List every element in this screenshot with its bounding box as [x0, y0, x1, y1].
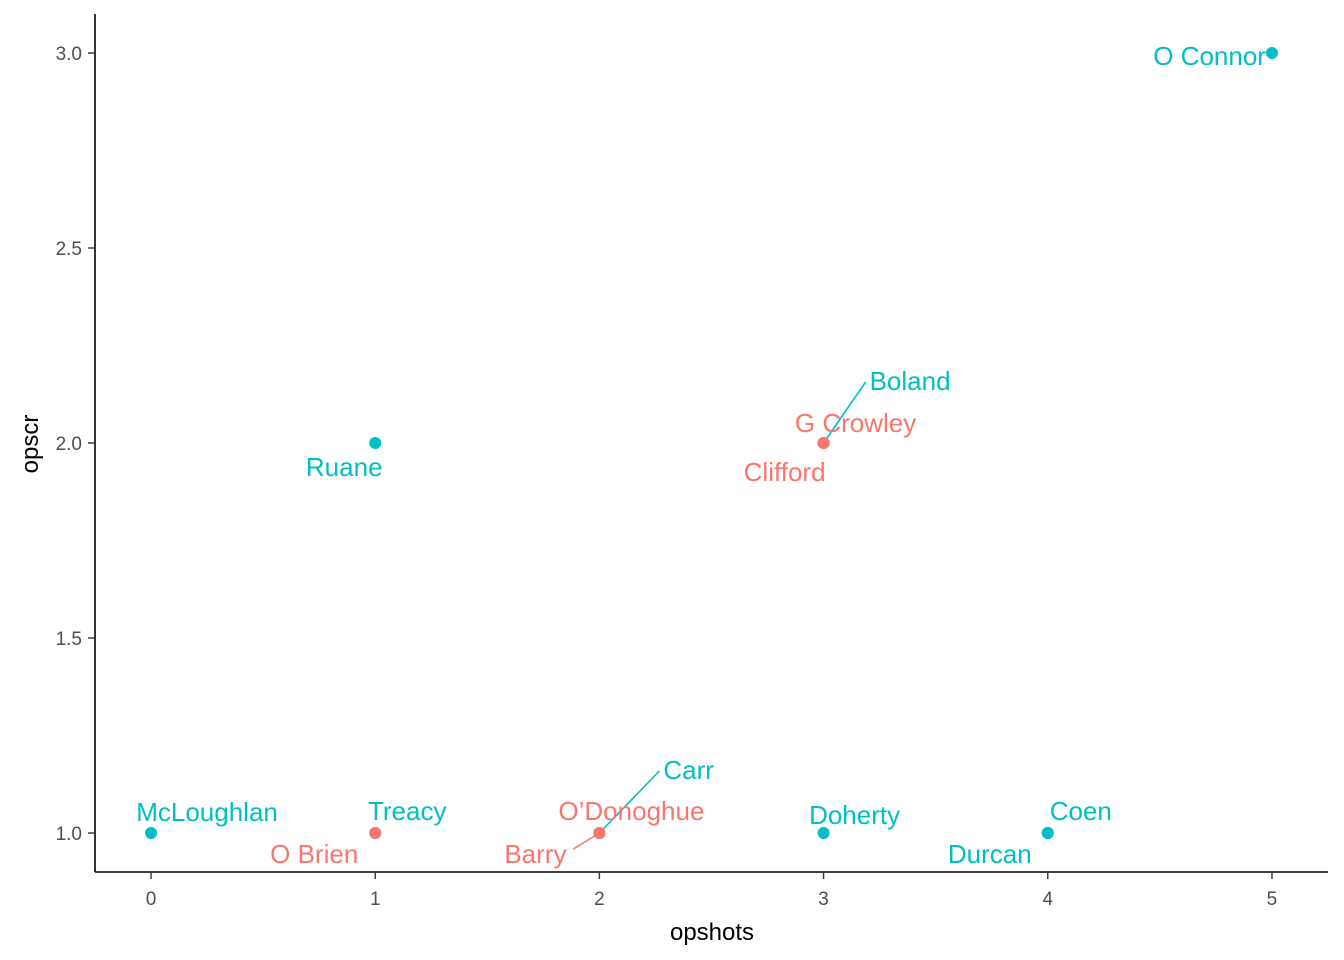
x-tick-label: 2 — [594, 889, 605, 910]
point-label: Carr — [663, 755, 714, 785]
label-leader-line — [598, 770, 660, 834]
data-points — [145, 47, 1278, 839]
point-label: O Brien — [270, 839, 358, 869]
x-tick-label: 3 — [818, 889, 829, 910]
x-tick-label: 1 — [370, 889, 381, 910]
data-point — [593, 827, 606, 839]
point-label: Barry — [504, 839, 566, 869]
point-label: Clifford — [744, 457, 826, 487]
x-tick-label: 5 — [1267, 889, 1278, 910]
point-label: Ruane — [306, 452, 383, 482]
y-tick-label: 1.0 — [56, 824, 82, 845]
x-axis-ticks: 0 1 2 3 4 5 — [146, 872, 1277, 910]
point-label: O’Donoghue — [558, 796, 704, 826]
point-label: McLoughlan — [136, 797, 278, 827]
label-leader-lines — [572, 381, 867, 850]
data-point — [145, 827, 158, 839]
axes — [94, 14, 1328, 873]
y-tick-label: 1.5 — [56, 629, 82, 650]
label-leader-line — [822, 381, 867, 444]
x-tick-label: 0 — [146, 889, 157, 910]
point-label: Treacy — [368, 796, 447, 826]
data-point — [369, 437, 382, 449]
x-axis-title: opshots — [670, 919, 754, 946]
point-label: O Connor — [1153, 41, 1266, 71]
point-label: Durcan — [948, 839, 1032, 869]
y-tick-label: 2.5 — [56, 239, 82, 260]
y-tick-label: 3.0 — [56, 44, 82, 65]
data-point — [1041, 827, 1054, 839]
data-point — [1265, 47, 1278, 59]
point-label: Doherty — [809, 800, 900, 830]
point-label: Coen — [1050, 796, 1112, 826]
point-label: Boland — [870, 366, 951, 396]
x-tick-label: 4 — [1042, 889, 1053, 910]
y-tick-label: 2.0 — [56, 434, 82, 455]
y-axis-ticks: 1.0 1.5 2.0 2.5 3.0 — [56, 44, 95, 845]
point-labels: O Connor Boland G Crowley Clifford Ruane McLo… — [136, 41, 1266, 869]
data-point — [817, 827, 830, 839]
point-label: G Crowley — [795, 408, 916, 438]
data-point — [369, 827, 382, 839]
data-point — [817, 437, 830, 449]
y-axis-title: opscr — [17, 415, 44, 474]
